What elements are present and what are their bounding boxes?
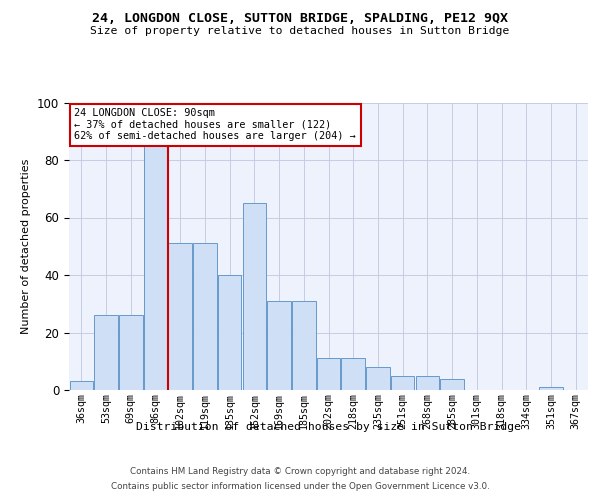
Bar	[242, 203, 266, 390]
Bar	[440, 378, 464, 390]
Bar	[193, 244, 217, 390]
Bar	[169, 244, 192, 390]
Bar	[70, 382, 93, 390]
Text: Contains HM Land Registry data © Crown copyright and database right 2024.: Contains HM Land Registry data © Crown c…	[130, 467, 470, 476]
Bar	[94, 316, 118, 390]
Text: 24, LONGDON CLOSE, SUTTON BRIDGE, SPALDING, PE12 9QX: 24, LONGDON CLOSE, SUTTON BRIDGE, SPALDI…	[92, 12, 508, 26]
Text: Contains public sector information licensed under the Open Government Licence v3: Contains public sector information licen…	[110, 482, 490, 491]
Bar	[317, 358, 340, 390]
Y-axis label: Number of detached properties: Number of detached properties	[22, 158, 31, 334]
Bar	[416, 376, 439, 390]
Bar	[218, 275, 241, 390]
Bar	[366, 367, 389, 390]
Text: Distribution of detached houses by size in Sutton Bridge: Distribution of detached houses by size …	[136, 422, 521, 432]
Bar	[292, 301, 316, 390]
Bar	[539, 387, 563, 390]
Bar	[144, 146, 167, 390]
Bar	[119, 316, 143, 390]
Bar	[268, 301, 291, 390]
Bar	[391, 376, 415, 390]
Text: 24 LONGDON CLOSE: 90sqm
← 37% of detached houses are smaller (122)
62% of semi-d: 24 LONGDON CLOSE: 90sqm ← 37% of detache…	[74, 108, 356, 142]
Text: Size of property relative to detached houses in Sutton Bridge: Size of property relative to detached ho…	[91, 26, 509, 36]
Bar	[341, 358, 365, 390]
